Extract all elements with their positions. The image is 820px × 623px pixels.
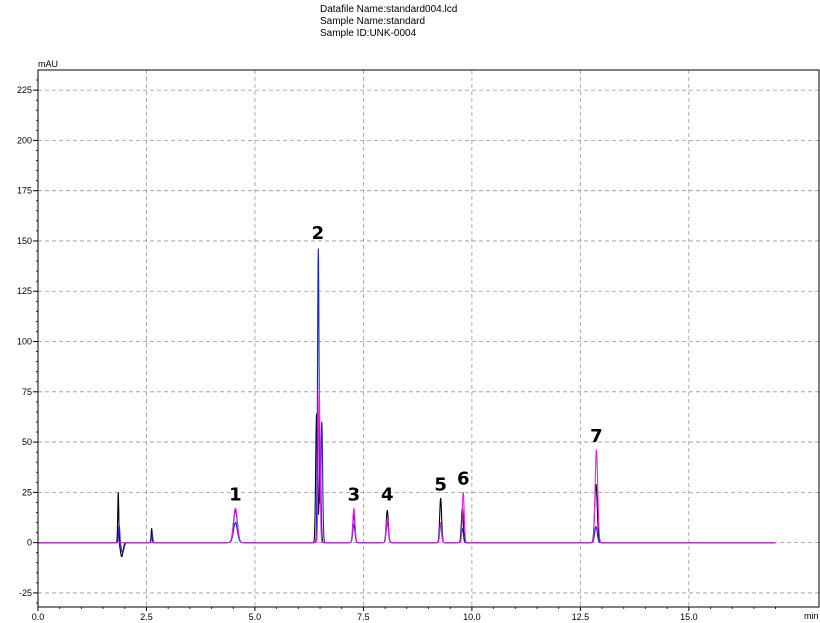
peak-label-7: 7: [590, 426, 603, 447]
x-axis-unit-label: min: [804, 611, 819, 621]
sample-id: Sample ID:UNK-0004: [320, 28, 417, 39]
plot-frame: [37, 69, 820, 608]
y-tick-label: -25: [19, 588, 32, 598]
y-axis-unit-label: mAU: [38, 59, 58, 69]
datafile-name: Datafile Name:standard004.lcd: [320, 4, 458, 15]
peak-label-3: 3: [348, 484, 361, 505]
y-tick-label: 200: [17, 135, 32, 145]
y-tick-label: 25: [22, 487, 32, 497]
traces: [37, 248, 776, 558]
peak-annotations: 123 4 5 67: [229, 223, 603, 505]
y-tick-label: 50: [22, 437, 32, 447]
y-tick-label: 0: [27, 538, 32, 548]
y-tick-label: 75: [22, 387, 32, 397]
x-tick-label: 2.5: [140, 612, 153, 622]
x-tick-label: 7.5: [357, 612, 370, 622]
y-tick-label: 125: [17, 286, 32, 296]
grid: [38, 70, 819, 607]
peak-label-2: 2: [312, 223, 325, 244]
y-tick-label: 225: [17, 85, 32, 95]
y-tick-label: 175: [17, 186, 32, 196]
axes: [37, 69, 820, 608]
x-tick-label: 15.0: [680, 612, 698, 622]
y-tick-label: 150: [17, 236, 32, 246]
peak-label-1: 1: [229, 484, 242, 505]
sample-name: Sample Name:standard: [320, 16, 426, 27]
peak-label-5: 5: [434, 474, 447, 495]
chart-header: Datafile Name:standard004.lcd Sample Nam…: [320, 4, 457, 40]
peak-label-4: 4: [381, 484, 394, 505]
x-tick-label: 10.0: [463, 612, 481, 622]
x-tick-label: 0.0: [32, 612, 45, 622]
trace-series-1: [37, 413, 776, 558]
x-axis-ticks: 0.0 2.5 5.0 7.5 10.0 12.5 15.0: [32, 607, 777, 622]
x-tick-label: 5.0: [249, 612, 262, 622]
trace-series-2: [37, 248, 776, 554]
y-axis-ticks: -25 0 25 50 75 100 125 150 175 200 225: [17, 79, 38, 604]
y-tick-label: 100: [17, 337, 32, 347]
trace-series-3: [37, 389, 776, 544]
x-tick-label: 12.5: [572, 612, 590, 622]
peak-label-6: 6: [457, 468, 470, 489]
